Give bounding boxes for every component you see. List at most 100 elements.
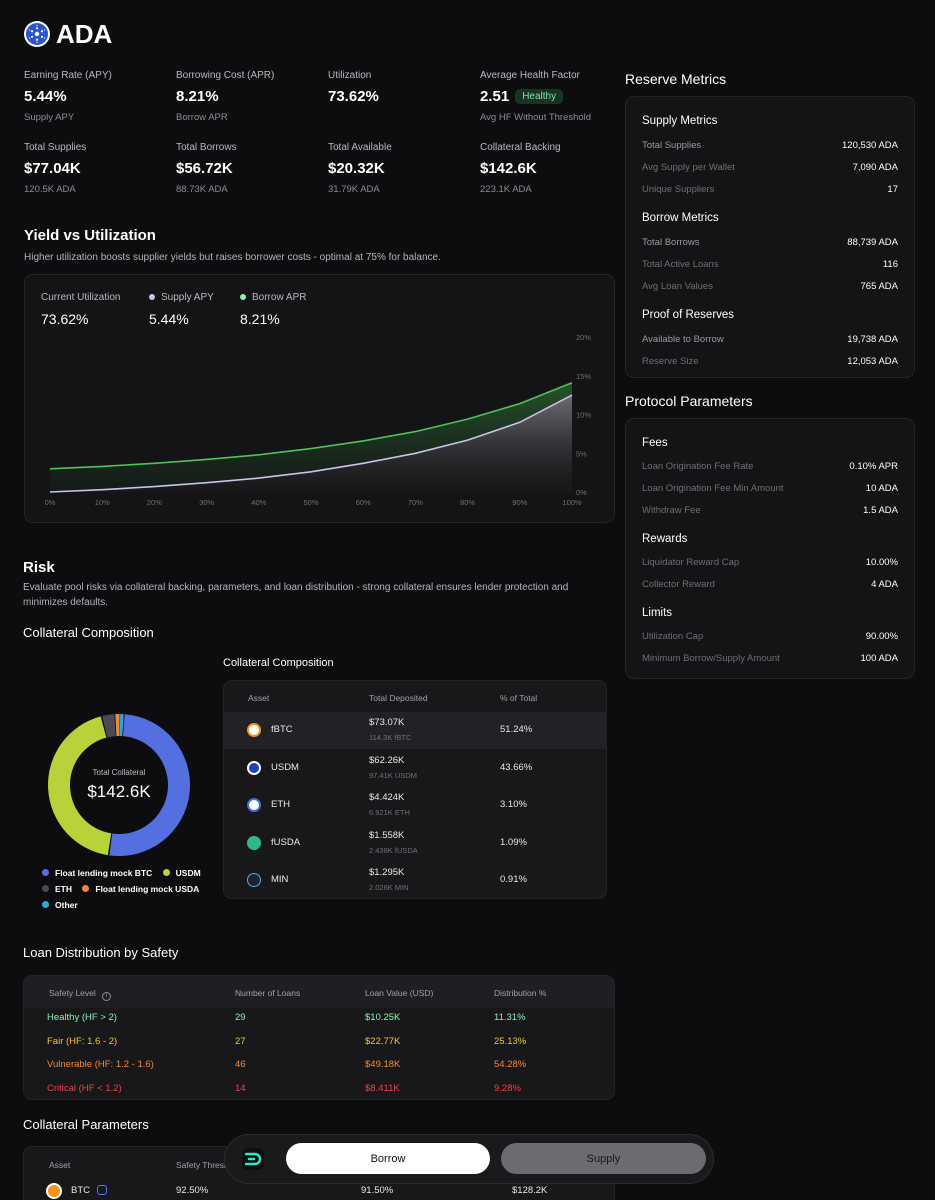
metric-group-title: Limits — [642, 607, 673, 619]
loan-count: 14 — [235, 1082, 246, 1094]
donut-slice[interactable] — [102, 714, 116, 738]
donut-center-label: Total Collateral — [92, 768, 146, 777]
borrow-apr-legend: Borrow APR — [240, 292, 306, 303]
metric-value: 4 ADA — [871, 579, 898, 590]
min-icon — [247, 873, 261, 887]
collateral-asset: ETH — [271, 799, 290, 810]
metric-value: 116 — [882, 259, 898, 270]
stat-sub: 120.5K ADA — [24, 184, 76, 195]
supply-button[interactable]: Supply — [501, 1143, 706, 1174]
current-utilization-label: Current Utilization — [41, 292, 121, 303]
collateral-donut-chart — [48, 714, 190, 856]
x-tick-label: 20% — [147, 498, 162, 507]
stat-sub: 31.79K ADA — [328, 184, 380, 195]
donut-slice[interactable] — [48, 716, 112, 856]
loan-distribution-title: Loan Distribution by Safety — [23, 945, 179, 960]
metric-label: Loan Origination Fee Min Amount — [642, 483, 784, 494]
donut-slice[interactable] — [115, 714, 120, 737]
stat-value: $56.72K — [176, 160, 233, 177]
metric-row: Withdraw Fee 1.5 ADA — [642, 505, 898, 516]
metric-row: Avg Supply per Wallet 7,090 ADA — [642, 162, 898, 173]
x-tick-label: 10% — [95, 498, 110, 507]
metric-value: 10 ADA — [865, 483, 898, 494]
metric-value: 7,090 ADA — [852, 162, 898, 173]
metric-row: Collector Reward 4 ADA — [642, 579, 898, 590]
collateral-amount: 97.41K USDM — [369, 770, 417, 780]
app-logo-icon[interactable] — [242, 1148, 264, 1170]
stat-value: $77.04K — [24, 160, 81, 177]
metric-row: Reserve Size 12,053 ADA — [642, 356, 898, 367]
stat-borrowing-cost: Borrowing Cost (APR) 8.21% Borrow APR — [176, 70, 321, 123]
safety-level-label: Safety Level — [49, 988, 96, 998]
metric-value: 17 — [887, 184, 898, 195]
y-tick-label: 20% — [576, 333, 591, 342]
y-tick-label: 0% — [576, 488, 587, 497]
metric-group-title: Rewards — [642, 533, 688, 545]
usda-icon — [247, 835, 261, 850]
collateral-section-title: Collateral Composition — [23, 625, 154, 640]
collateral-pct: 51.24% — [500, 724, 533, 735]
supply-apy-value: 5.44% — [149, 311, 189, 327]
collateral-asset: fBTC — [271, 724, 293, 735]
metric-row: Total Active Loans 116 — [642, 259, 898, 270]
x-tick-label: 80% — [460, 498, 475, 507]
donut-slice[interactable] — [119, 714, 124, 737]
metric-row: Total Borrows 88,739 ADA — [642, 237, 898, 248]
status-badge: Healthy — [515, 89, 564, 104]
x-tick-label: 70% — [408, 498, 423, 507]
legend-eth-dot-icon — [42, 885, 49, 892]
metric-row: Avg Loan Values 765 ADA — [642, 281, 898, 292]
legend-label: ETH — [55, 884, 72, 894]
protocol-params-title: Protocol Parameters — [625, 393, 753, 409]
safety-level: Critical (HF < 1.2) — [47, 1082, 122, 1094]
collateral-value: $1.558K — [369, 829, 405, 841]
loan-distribution-table: Safety Level i Number of Loans Loan Valu… — [23, 975, 615, 1100]
metric-label: Reserve Size — [642, 356, 699, 367]
collateral-pct: 43.66% — [500, 761, 533, 773]
metric-value: 12,053 ADA — [847, 356, 898, 367]
metric-value: 765 ADA — [860, 281, 899, 292]
collateral-value: $62.26K — [369, 754, 405, 766]
info-icon[interactable]: i — [102, 992, 112, 1001]
metric-label: Avg Supply per Wallet — [642, 162, 735, 173]
metric-group-title: Borrow Metrics — [642, 212, 719, 224]
stat-label: Utilization — [328, 70, 372, 81]
metric-value: 19,738 ADA — [847, 334, 898, 345]
metric-value: 1.5 ADA — [863, 505, 898, 516]
col-header-value: Loan Value (USD) — [365, 988, 434, 998]
table-row-highlight — [224, 712, 606, 749]
param-asset: BTC — [71, 1185, 90, 1196]
legend-label: Float lending mock BTC — [55, 868, 153, 878]
borrow-area — [50, 382, 572, 492]
stat-total-supplies: Total Supplies $77.04K 120.5K ADA — [24, 142, 169, 195]
metric-row: Available to Borrow 19,738 ADA — [642, 334, 898, 345]
col-header-deposited: Total Deposited — [369, 693, 428, 703]
eth-icon — [247, 798, 261, 812]
stat-total-available: Total Available $20.32K 31.79K ADA — [328, 142, 473, 195]
supply-apy-label: Supply APY — [161, 292, 214, 303]
borrow-apr-line — [49, 381, 573, 470]
loan-count: 29 — [235, 1012, 246, 1023]
stat-value: 2.51 — [480, 88, 510, 105]
table-header-bg — [24, 976, 614, 1008]
loan-value: $8.411K — [365, 1082, 400, 1094]
legend-label: Other — [55, 900, 78, 910]
donut-slice[interactable] — [109, 714, 190, 856]
risk-title: Risk — [23, 559, 55, 576]
loan-distribution: 11.31% — [494, 1012, 526, 1023]
stat-label: Earning Rate (APY) — [24, 70, 112, 81]
col-header-threshold: Safety Thresi — [176, 1160, 226, 1170]
borrow-button[interactable]: Borrow — [286, 1143, 490, 1174]
col-header-safety: Safety Level i — [49, 988, 112, 1001]
stat-label: Average Health Factor — [480, 70, 580, 81]
param-col3: 91.50% — [361, 1185, 394, 1196]
y-tick-label: 15% — [576, 372, 591, 381]
param-col4: $128.2K — [512, 1185, 548, 1196]
stat-value: 8.21% — [176, 88, 219, 105]
stat-sub: Borrow APR — [176, 112, 228, 123]
col-header-distribution: Distribution % — [494, 988, 547, 998]
y-tick-label: 10% — [576, 411, 591, 420]
metric-label: Available to Borrow — [642, 334, 724, 345]
collateral-pct: 3.10% — [500, 799, 527, 810]
safety-level: Healthy (HF > 2) — [47, 1012, 117, 1023]
